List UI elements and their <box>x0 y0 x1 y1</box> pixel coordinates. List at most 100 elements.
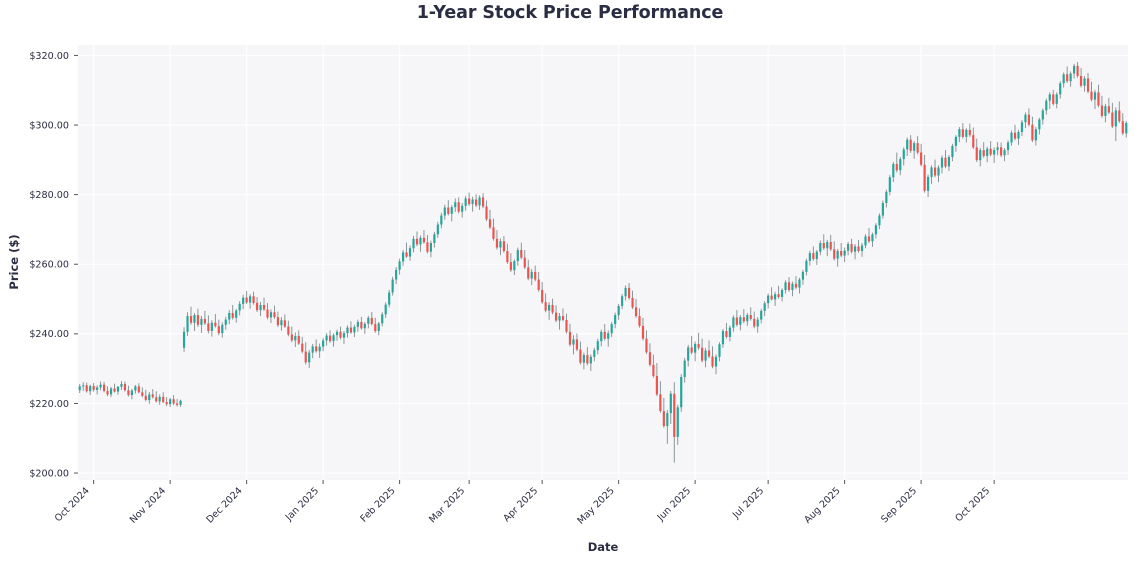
candle-body <box>937 167 940 176</box>
candle-body <box>436 224 439 235</box>
candle-body <box>1104 106 1107 116</box>
candle-body <box>760 310 763 320</box>
candle-body <box>172 399 175 404</box>
candle-body <box>1059 83 1062 95</box>
candle-body <box>874 225 878 235</box>
candle-body <box>297 335 300 344</box>
candle-body <box>700 347 704 361</box>
candle-body <box>1118 110 1121 122</box>
candle-body <box>853 246 857 252</box>
candle-body <box>899 159 902 171</box>
candle-body <box>951 145 954 158</box>
candle-body <box>318 346 321 352</box>
candle-body <box>301 343 304 352</box>
candle-body <box>739 317 742 325</box>
candle-body <box>881 202 884 216</box>
candle-body <box>1055 94 1058 104</box>
candle-body <box>548 304 551 311</box>
candle-body <box>443 207 446 216</box>
candle-body <box>655 375 658 395</box>
candle-body <box>464 198 467 206</box>
candle-body <box>575 339 579 350</box>
candle-body <box>965 129 968 137</box>
candle-body <box>235 310 238 318</box>
candle-body <box>259 304 262 311</box>
candle-body <box>99 384 102 388</box>
candle-body <box>179 400 182 405</box>
candle-body <box>186 316 189 332</box>
candle-body <box>972 135 975 148</box>
candle-body <box>812 253 815 260</box>
candle-body <box>283 320 286 327</box>
candle-body <box>662 411 665 427</box>
candle-body <box>78 386 81 391</box>
candle-body <box>1083 78 1086 86</box>
candle-body <box>89 386 92 392</box>
candle-body <box>200 318 203 325</box>
candle-body <box>360 322 363 329</box>
candle-body <box>325 335 328 341</box>
candle-body <box>405 252 408 257</box>
candle-body <box>189 316 193 323</box>
candle-body <box>885 191 888 203</box>
candle-body <box>1093 92 1097 100</box>
candle-body <box>742 317 745 322</box>
candle-body <box>676 407 679 437</box>
candle-body <box>586 355 589 364</box>
candle-body <box>753 318 756 327</box>
candle-body <box>1045 100 1048 111</box>
candle-body <box>363 323 366 329</box>
candle-body <box>610 324 613 334</box>
candle-body <box>276 317 280 326</box>
x-axis-title: Date <box>588 540 619 554</box>
candle-body <box>565 319 568 332</box>
candle-body <box>638 316 641 326</box>
candle-body <box>659 394 662 412</box>
candle-body <box>641 325 645 339</box>
candle-body <box>155 397 158 402</box>
candle-body <box>1017 132 1020 139</box>
candle-body <box>1066 74 1069 82</box>
candle-body <box>958 129 961 137</box>
candle-body <box>1034 129 1037 141</box>
candle-body <box>169 399 172 405</box>
candle-body <box>308 352 311 363</box>
candle-body <box>193 315 196 323</box>
candle-body <box>398 261 401 270</box>
candle-body <box>728 327 732 337</box>
candle-body <box>120 383 123 387</box>
candle-body <box>242 297 245 304</box>
candle-body <box>509 262 512 271</box>
candle-body <box>137 386 140 393</box>
candle-body <box>648 352 652 365</box>
candle-body <box>162 396 165 403</box>
candle-body <box>986 148 989 157</box>
candle-body <box>645 338 648 353</box>
candle-body <box>141 392 144 396</box>
candle-body <box>906 139 909 150</box>
candle-body <box>923 164 926 191</box>
candle-body <box>867 236 871 242</box>
candle-body <box>749 315 752 319</box>
x-axis-ticks: Oct 2024 Nov 2024 Dec 2024 Jan 2025 Feb 2025… <box>53 480 995 527</box>
candle-body <box>116 386 120 392</box>
candle-body <box>756 319 759 327</box>
candle-body <box>165 402 168 405</box>
candle-body <box>457 202 460 212</box>
candle-body <box>878 215 881 226</box>
candle-body <box>113 388 116 392</box>
candle-body <box>401 252 405 262</box>
candle-body <box>926 176 930 191</box>
candle-body <box>249 296 252 303</box>
candle-body <box>770 295 773 300</box>
candle-body <box>85 385 88 392</box>
candle-body <box>826 241 829 249</box>
candle-body <box>798 279 801 288</box>
candle-body <box>558 316 561 321</box>
candle-body <box>819 243 822 252</box>
y-tick-label: $320.00 <box>29 51 69 62</box>
candle-body <box>735 317 738 325</box>
candle-body <box>280 320 283 326</box>
candle-body <box>954 136 957 146</box>
